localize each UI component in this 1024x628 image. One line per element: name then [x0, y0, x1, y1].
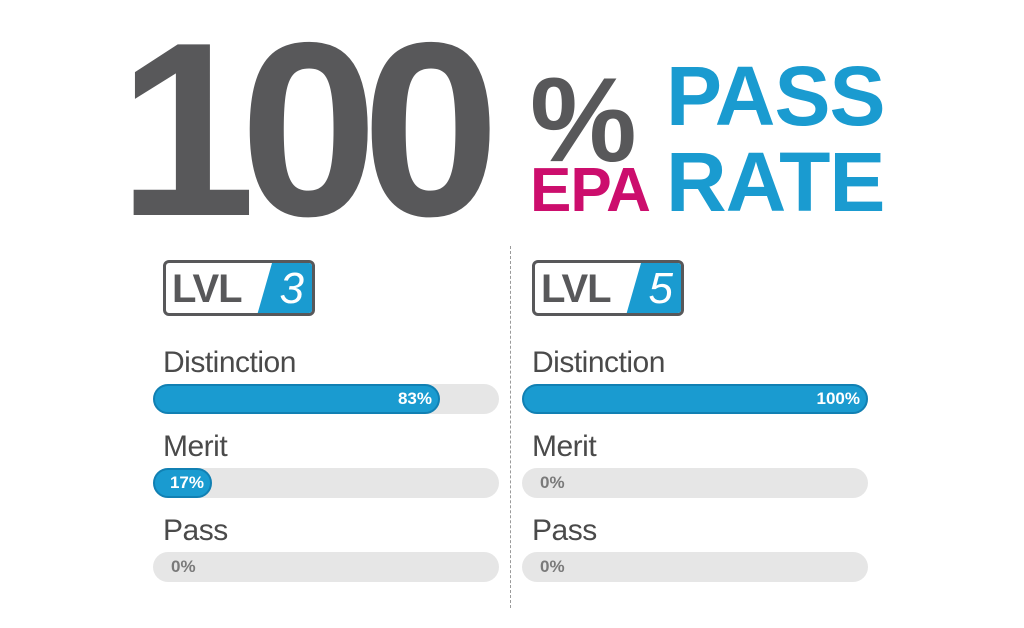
metric-label: Merit [532, 430, 597, 463]
metric-label: Distinction [163, 346, 296, 379]
metric-distinction: Distinction 83% [153, 346, 499, 414]
progress-value: 17% [169, 473, 204, 492]
level-5-column: LVL 5 Distinction 100% Merit 0% Pass 0% [522, 260, 868, 582]
metric-distinction: Distinction 100% [522, 346, 868, 414]
column-divider [510, 246, 511, 608]
progress-track: 17% [153, 468, 499, 498]
progress-track: 83% [153, 384, 499, 414]
badge-label: LVL [172, 267, 243, 311]
progress-track: 100% [522, 384, 868, 414]
headline: 100 % EPA PASS RATE [118, 0, 918, 268]
metric-merit: Merit 0% [522, 430, 868, 498]
badge-label: LVL [541, 267, 612, 311]
level-5-badge: LVL 5 [532, 260, 684, 316]
metric-merit: Merit 17% [153, 430, 499, 498]
rate-word: RATE [666, 135, 885, 229]
metric-pass: Pass 0% [522, 514, 868, 582]
metric-pass: Pass 0% [153, 514, 499, 582]
progress-track: 0% [153, 552, 499, 582]
badge-number: 3 [279, 264, 304, 313]
progress-value: 0% [540, 557, 565, 576]
progress-fill [153, 468, 212, 498]
progress-track: 0% [522, 552, 868, 582]
metric-label: Pass [163, 514, 228, 547]
metric-label: Merit [163, 430, 228, 463]
progress-value: 83% [397, 389, 432, 408]
badge-number: 5 [648, 264, 673, 313]
level-3-badge: LVL 3 [163, 260, 315, 316]
pass-word: PASS [666, 49, 886, 143]
metric-label: Distinction [532, 346, 665, 379]
progress-value: 100% [816, 389, 860, 408]
progress-track: 0% [522, 468, 868, 498]
pass-rate-number: 100 [118, 0, 500, 268]
level-3-column: LVL 3 Distinction 83% Merit 17% Pass 0% [153, 260, 499, 582]
progress-fill [522, 384, 868, 414]
progress-fill [153, 384, 440, 414]
percent-sign: % [530, 53, 637, 187]
metric-label: Pass [532, 514, 597, 547]
epa-label: EPA [530, 156, 651, 225]
progress-value: 0% [171, 557, 196, 576]
progress-value: 0% [540, 473, 565, 492]
